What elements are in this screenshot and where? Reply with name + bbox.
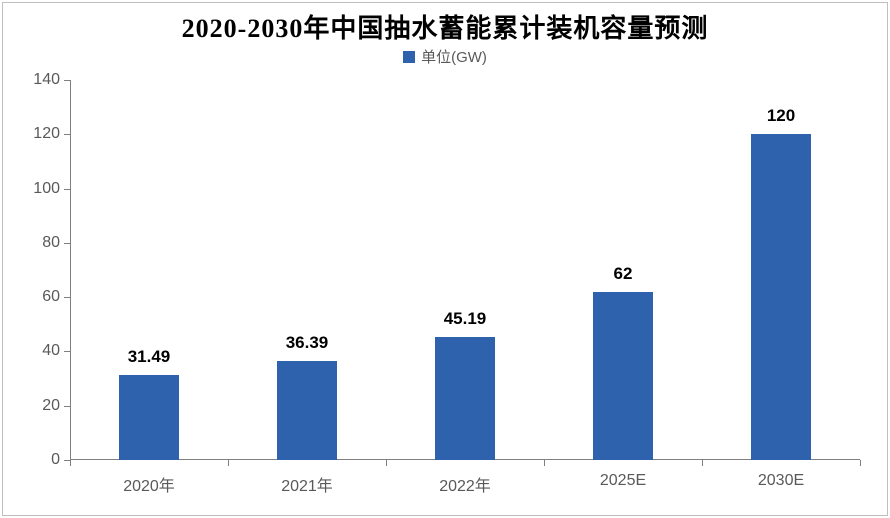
legend-label: 单位(GW) <box>421 49 487 66</box>
bar-value-label: 36.39 <box>247 333 367 353</box>
y-tick-mark <box>64 134 70 135</box>
y-tick-mark <box>64 80 70 81</box>
x-tick-mark <box>702 460 703 466</box>
bar <box>119 375 179 460</box>
chart-title: 2020-2030年中国抽水蓄能累计装机容量预测 <box>0 8 890 45</box>
bar-value-label: 120 <box>721 106 841 126</box>
x-category-label: 2025E <box>600 460 646 490</box>
x-tick-mark <box>228 460 229 466</box>
y-tick-mark <box>64 297 70 298</box>
x-category-label: 2020年 <box>123 460 175 496</box>
bar-value-label: 45.19 <box>405 309 525 329</box>
bar <box>435 337 495 460</box>
bar <box>277 361 337 460</box>
x-tick-mark <box>544 460 545 466</box>
bar <box>751 134 811 460</box>
y-axis-line <box>70 80 71 460</box>
legend-swatch <box>403 51 415 63</box>
x-category-label: 2022年 <box>439 460 491 496</box>
x-tick-mark <box>386 460 387 466</box>
y-tick-mark <box>64 243 70 244</box>
y-tick-mark <box>64 406 70 407</box>
x-category-label: 2021年 <box>281 460 333 496</box>
x-category-label: 2030E <box>758 460 804 490</box>
bar-value-label: 62 <box>563 264 683 284</box>
bar-value-label: 31.49 <box>89 347 209 367</box>
bar <box>593 292 653 460</box>
x-tick-mark <box>70 460 71 466</box>
chart-legend: 单位(GW) <box>0 46 890 67</box>
chart-container: 2020-2030年中国抽水蓄能累计装机容量预测 单位(GW) 02040608… <box>0 0 890 518</box>
y-tick-mark <box>64 189 70 190</box>
y-tick-mark <box>64 351 70 352</box>
x-tick-mark <box>860 460 861 466</box>
plot-area: 02040608010012014031.492020年36.392021年45… <box>70 80 860 460</box>
